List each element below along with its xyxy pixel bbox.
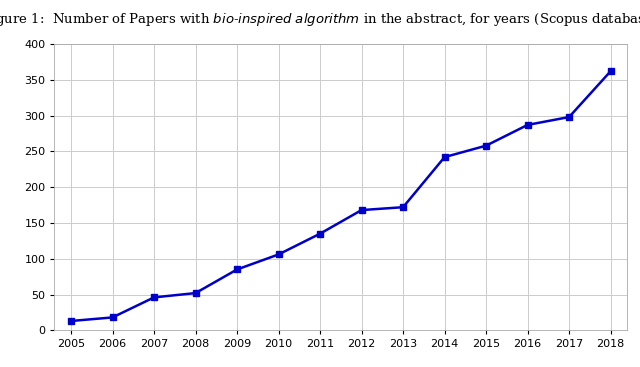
- Text: Figure 1:  Number of Papers with $\it{bio}$-$\it{inspired}$ $\it{algorithm}$ in : Figure 1: Number of Papers with $\it{bio…: [0, 11, 640, 28]
